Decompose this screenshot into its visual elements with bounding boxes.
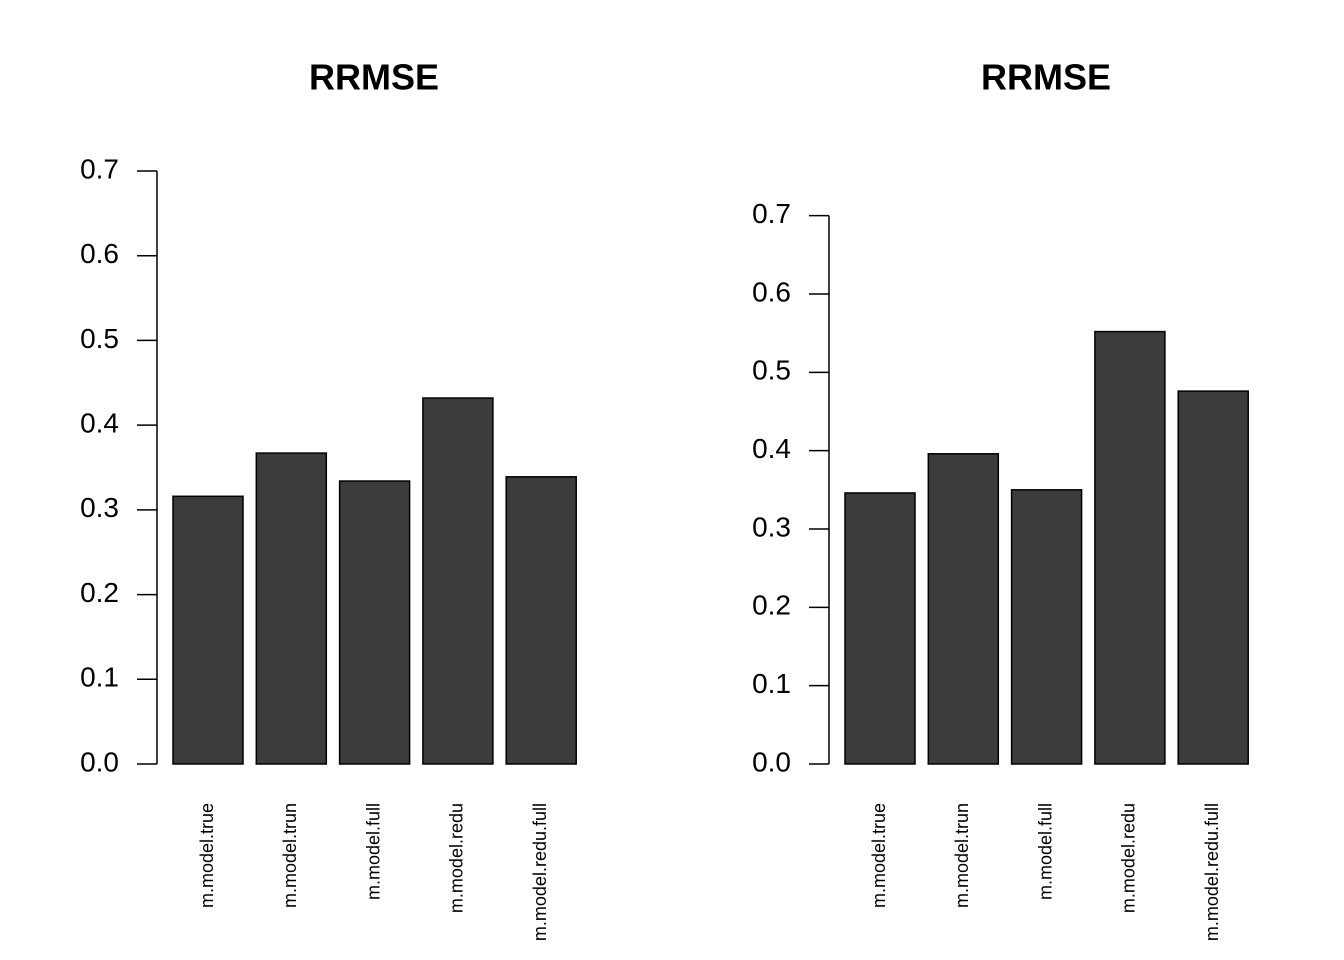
bar (255, 452, 328, 765)
chart-title: RRMSE (981, 57, 1111, 98)
bar (1010, 489, 1083, 765)
y-tick-label: 0.2 (752, 590, 791, 621)
x-tick-label: m.model.redu (1119, 803, 1139, 913)
bar (172, 495, 244, 765)
x-tick-label: m.model.full (363, 803, 383, 900)
bar (1177, 390, 1249, 765)
x-tick-label: m.model.true (197, 803, 217, 908)
x-tick-label: m.model.full (1035, 803, 1055, 900)
bar (338, 480, 411, 765)
y-tick-label: 0.6 (80, 238, 119, 269)
y-tick-label: 0.5 (80, 323, 119, 354)
x-tick-label: m.model.trun (280, 803, 300, 908)
y-tick-label: 0.5 (752, 355, 791, 386)
y-tick-label: 0.6 (752, 276, 791, 307)
y-tick-label: 0.1 (752, 668, 791, 699)
chart-title: RRMSE (309, 57, 439, 98)
x-tick-label: m.model.redu.full (530, 803, 550, 941)
y-tick-label: 0.0 (80, 746, 119, 777)
y-tick-label: 0.4 (80, 408, 119, 439)
bar (505, 476, 577, 765)
x-tick-label: m.model.trun (952, 803, 972, 908)
bar (422, 397, 494, 765)
y-tick-label: 0.7 (80, 153, 119, 184)
y-tick-label: 0.0 (752, 746, 791, 777)
bar (1094, 330, 1166, 765)
x-tick-label: m.model.true (869, 803, 889, 908)
bar (844, 492, 916, 765)
y-tick-label: 0.7 (752, 198, 791, 229)
y-tick-label: 0.3 (80, 492, 119, 523)
x-tick-label: m.model.redu.full (1202, 803, 1222, 941)
y-tick-label: 0.1 (80, 662, 119, 693)
y-tick-label: 0.2 (80, 577, 119, 608)
bar (927, 453, 1000, 765)
y-tick-label: 0.4 (752, 433, 791, 464)
y-tick-label: 0.3 (752, 511, 791, 542)
x-tick-label: m.model.redu (447, 803, 467, 913)
